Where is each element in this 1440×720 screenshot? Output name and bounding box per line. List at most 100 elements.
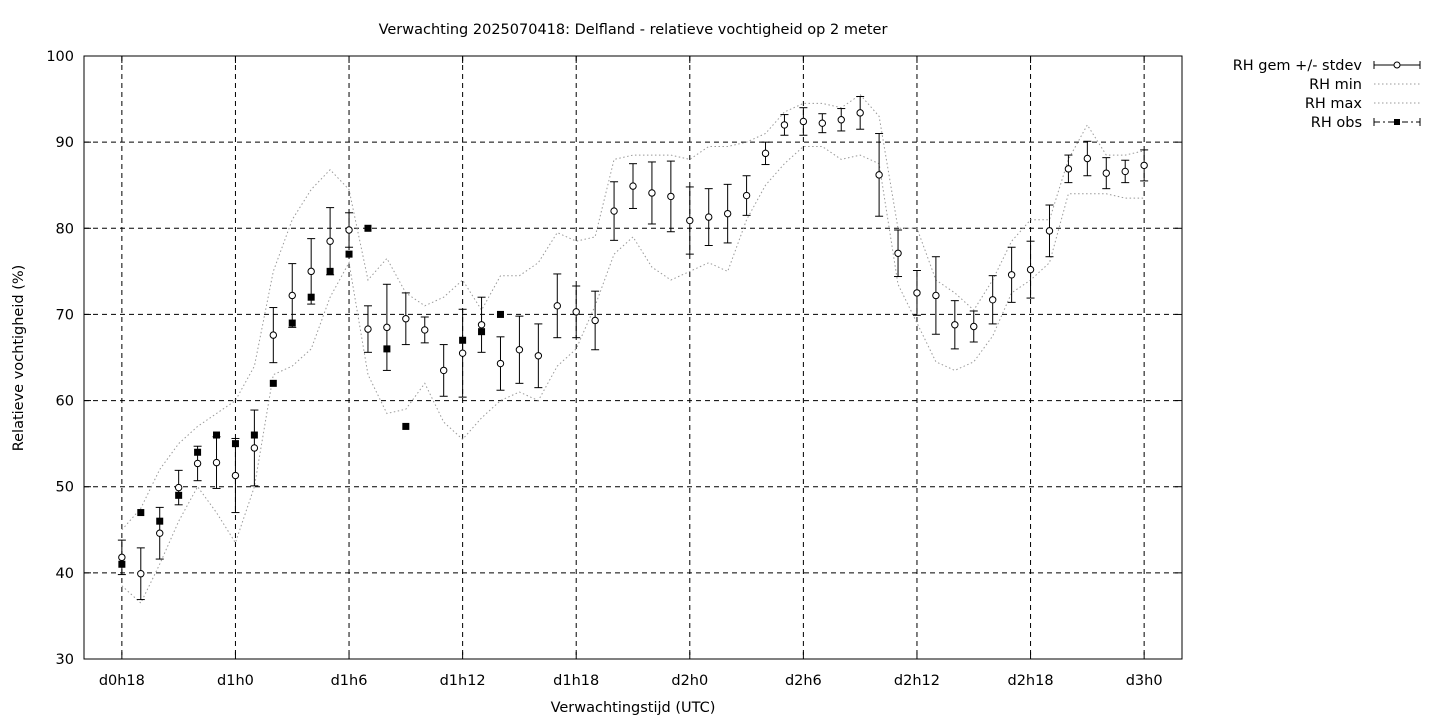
x-tick-label: d3h0 [1126, 673, 1163, 689]
series [117, 94, 1149, 604]
chart-title: Verwachting 2025070418: Delfland - relat… [379, 22, 888, 38]
x-tick-label: d1h12 [440, 673, 486, 689]
rh-obs-point [194, 448, 202, 456]
y-tick-label: 90 [56, 135, 74, 151]
rh-obs-point [478, 328, 486, 336]
rh-min-line [121, 146, 1145, 604]
rh-mean-point [1083, 154, 1092, 163]
rh-mean-point [951, 321, 959, 329]
rh-mean-point [894, 249, 902, 257]
rh-mean-point [1007, 271, 1016, 279]
rh-obs-point [345, 250, 353, 258]
rh-mean-point [1121, 167, 1129, 176]
rh-mean-point [345, 226, 353, 234]
legend: RH gem +/- stdev RH min RH max RH obs [1233, 58, 1421, 131]
x-tick-label: d1h6 [331, 673, 368, 689]
y-tick-label: 100 [46, 49, 74, 65]
rh-mean-point [648, 189, 656, 197]
rh-mean-point [705, 213, 713, 221]
rh-obs-point [496, 310, 504, 318]
x-tick-label: d1h18 [553, 673, 599, 689]
rh-mean-point [686, 216, 694, 225]
rh-mean-point [799, 117, 808, 126]
rh-obs-point [118, 560, 126, 568]
x-tick-label: d2h18 [1008, 673, 1054, 689]
rh-obs-point [364, 224, 372, 232]
legend-label: RH max [1305, 96, 1363, 112]
y-tick-label: 80 [56, 221, 74, 237]
rh-mean-point [496, 359, 505, 368]
rh-mean-point [591, 316, 599, 325]
rh-mean-point [421, 326, 429, 334]
rh-mean-point [1045, 227, 1054, 235]
x-tick-label: d1h0 [217, 673, 254, 689]
rh-mean-point [1102, 169, 1110, 177]
rh-mean-point [667, 192, 675, 201]
plot-frame [83, 55, 1183, 660]
rh-obs-point [288, 319, 296, 327]
rh-mean-point [780, 121, 789, 129]
rh-obs-point [156, 517, 164, 525]
rh-obs-point [459, 336, 467, 344]
y-tick-label: 50 [56, 480, 74, 496]
rh-mean-point [269, 331, 278, 339]
rh-mean-point [1064, 165, 1073, 173]
rh-mean-point [553, 302, 561, 310]
legend-label: RH gem +/- stdev [1233, 58, 1363, 74]
rh-obs-point [231, 440, 239, 448]
rh-obs-point [269, 379, 277, 387]
y-tick-label: 60 [56, 394, 74, 410]
rh-mean-point [629, 182, 637, 190]
rh-mean-point [515, 346, 524, 354]
rh-obs-point [137, 509, 145, 517]
rh-mean-point [364, 325, 372, 333]
rh-mean-point [837, 116, 845, 124]
rh-mean-point [383, 323, 391, 332]
rh-mean-point [723, 209, 732, 218]
x-tick-label: d2h12 [894, 673, 940, 689]
rh-obs-point [307, 293, 315, 301]
rh-obs-point [326, 267, 334, 275]
x-tick-label: d0h18 [99, 673, 145, 689]
rh-mean-point [742, 191, 751, 200]
rh-mean-point [572, 308, 580, 316]
rh-mean-point [534, 352, 543, 360]
legend-label: RH obs [1311, 115, 1362, 131]
y-tick-label: 30 [56, 652, 74, 668]
rh-mean-point [212, 458, 221, 467]
rh-mean-point [250, 444, 259, 452]
rh-mean-point [1026, 265, 1035, 274]
rh-mean-point [288, 291, 296, 300]
rh-obs-point [213, 431, 221, 439]
rh-obs-point [402, 422, 410, 430]
rh-mean-point [326, 237, 334, 245]
rh-mean-point [1140, 161, 1148, 170]
rh-mean-point [988, 296, 997, 304]
rh-mean-point [970, 322, 978, 331]
rh-mean-point [402, 315, 410, 323]
rh-mean-point [231, 471, 240, 480]
rh-mean-point [137, 570, 145, 578]
y-tick-label: 40 [56, 566, 74, 582]
grid-lines [84, 56, 1182, 659]
x-tick-label: d2h0 [671, 673, 708, 689]
legend-label: RH min [1309, 77, 1362, 93]
y-axis-label: Relatieve vochtigheid (%) [11, 265, 27, 452]
rh-mean-point [193, 459, 202, 468]
rh-mean-point [856, 109, 864, 117]
rh-mean-point [458, 349, 467, 357]
rh-mean-point [439, 366, 448, 375]
legend-mean-marker [1393, 61, 1401, 69]
rh-mean-point [932, 291, 940, 300]
x-axis-label: Verwachtingstijd (UTC) [551, 700, 716, 716]
rh-mean-point [477, 321, 486, 329]
rh-mean-point [875, 171, 883, 179]
rh-mean-point [761, 149, 770, 158]
rh-obs-point [175, 491, 183, 499]
y-tick-label: 70 [56, 307, 74, 323]
rh-mean-point [610, 207, 618, 215]
axes: 30 40 50 60 70 80 90 100 d0h18 d1h0 d1h6 d1h12 d1h18… [46, 49, 1183, 689]
rh-mean-point [818, 119, 827, 127]
x-tick-label: d2h6 [785, 673, 822, 689]
legend-obs-marker [1394, 119, 1400, 125]
